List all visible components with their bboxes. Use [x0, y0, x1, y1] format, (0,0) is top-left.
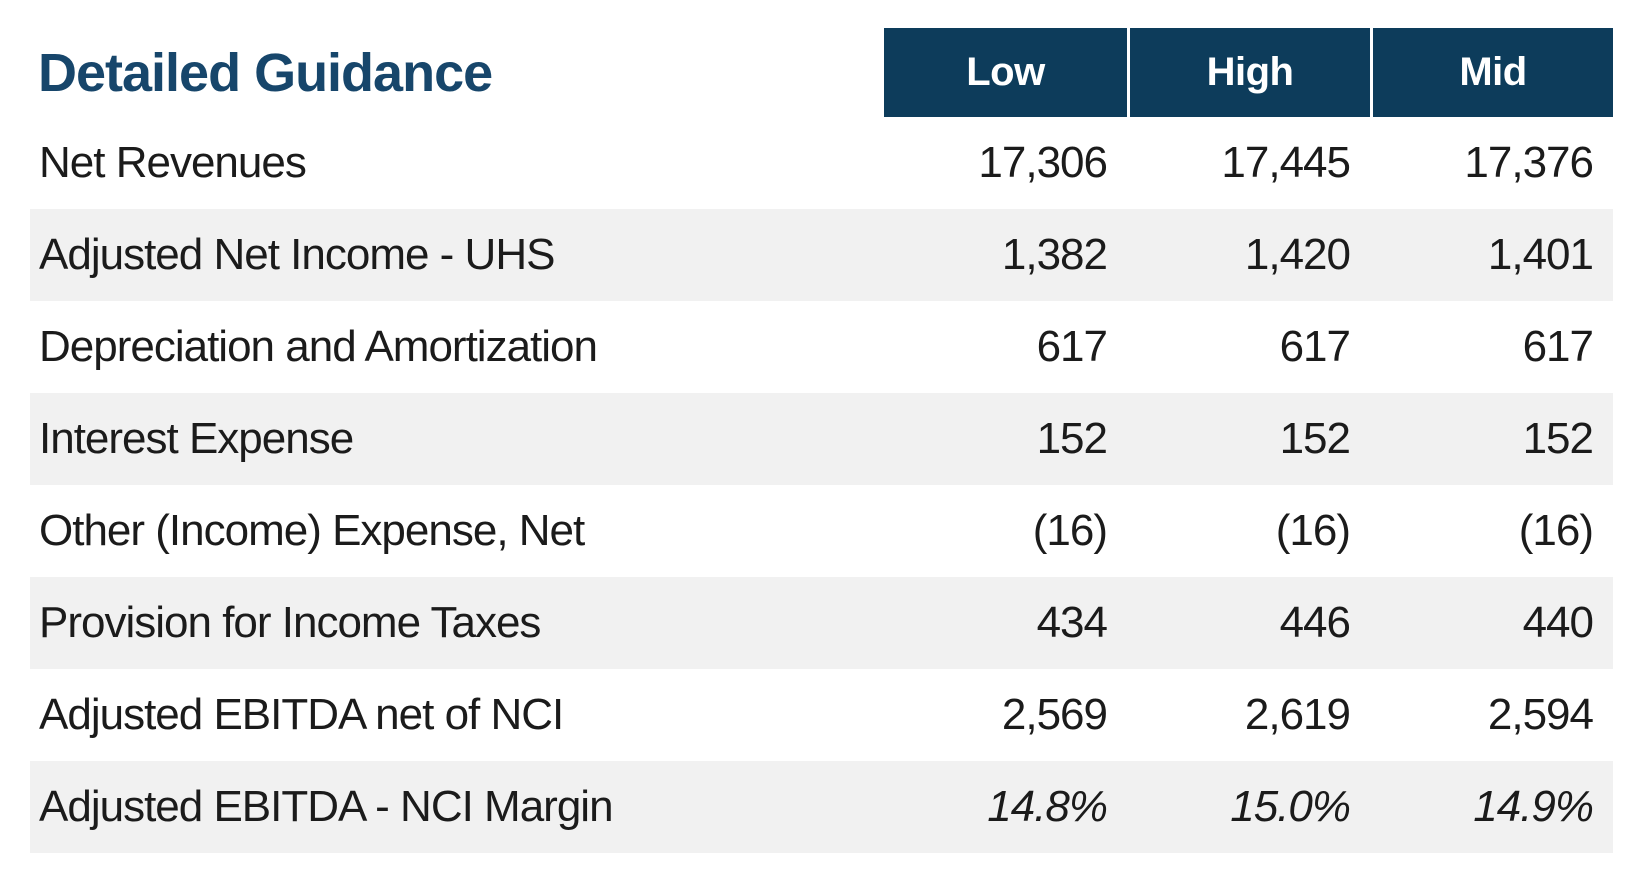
- row-value-high: 446: [1279, 598, 1351, 647]
- row-label: Provision for Income Taxes: [39, 598, 541, 647]
- table-row: Net Revenues 17,306 17,445 17,376: [30, 117, 1613, 209]
- row-label: Depreciation and Amortization: [39, 322, 598, 371]
- page-title: Detailed Guidance: [38, 42, 493, 103]
- column-header-low: Low: [884, 28, 1127, 117]
- row-value-high: 17,445: [1221, 138, 1351, 187]
- row-label: Adjusted EBITDA net of NCI: [39, 690, 564, 739]
- row-label: Adjusted EBITDA - NCI Margin: [39, 782, 614, 831]
- row-value-low: 1,382: [1001, 230, 1108, 279]
- row-label: Other (Income) Expense, Net: [39, 506, 585, 555]
- row-value-high: 1,420: [1244, 230, 1351, 279]
- row-value-low: 17,306: [978, 138, 1108, 187]
- row-value-high: 15.0%: [1230, 782, 1351, 831]
- row-value-low: 14.8%: [987, 782, 1108, 831]
- row-value-high: (16): [1275, 506, 1351, 555]
- table-row: Adjusted Net Income - UHS 1,382 1,420 1,401: [30, 209, 1613, 301]
- row-value-low: 617: [1036, 322, 1108, 371]
- row-value-mid: 617: [1522, 322, 1594, 371]
- row-value-low: 2,569: [1001, 690, 1108, 739]
- row-value-mid: 440: [1522, 598, 1594, 647]
- row-label: Adjusted Net Income - UHS: [39, 230, 555, 279]
- table-row: Depreciation and Amortization 617 617 617: [30, 301, 1613, 393]
- table-rows: Net Revenues 17,306 17,445 17,376 Adjusted N…: [30, 117, 1613, 853]
- column-header-mid: Mid: [1370, 28, 1613, 117]
- row-value-mid: 2,594: [1487, 690, 1594, 739]
- row-value-low: 434: [1036, 598, 1108, 647]
- table-row: Adjusted EBITDA net of NCI 2,569 2,619 2,59…: [30, 669, 1613, 761]
- table-row: Other (Income) Expense, Net (16) (16) (16): [30, 485, 1613, 577]
- row-value-mid: 14.9%: [1473, 782, 1594, 831]
- row-value-mid: (16): [1518, 506, 1594, 555]
- table-row: Interest Expense 152 152 152: [30, 393, 1613, 485]
- row-value-mid: 17,376: [1464, 138, 1594, 187]
- table-row: Adjusted EBITDA - NCI Margin 14.8% 15.0% 14…: [30, 761, 1613, 853]
- column-header-row: Low High Mid: [884, 28, 1613, 117]
- table-row: Provision for Income Taxes 434 446 440: [30, 577, 1613, 669]
- row-value-mid: 1,401: [1487, 230, 1594, 279]
- row-value-high: 152: [1279, 414, 1351, 463]
- row-value-high: 2,619: [1244, 690, 1351, 739]
- row-value-high: 617: [1279, 322, 1351, 371]
- row-value-low: 152: [1036, 414, 1108, 463]
- row-value-low: (16): [1032, 506, 1108, 555]
- row-label: Net Revenues: [39, 138, 307, 187]
- column-header-high: High: [1127, 28, 1370, 117]
- row-label: Interest Expense: [39, 414, 354, 463]
- row-value-mid: 152: [1522, 414, 1594, 463]
